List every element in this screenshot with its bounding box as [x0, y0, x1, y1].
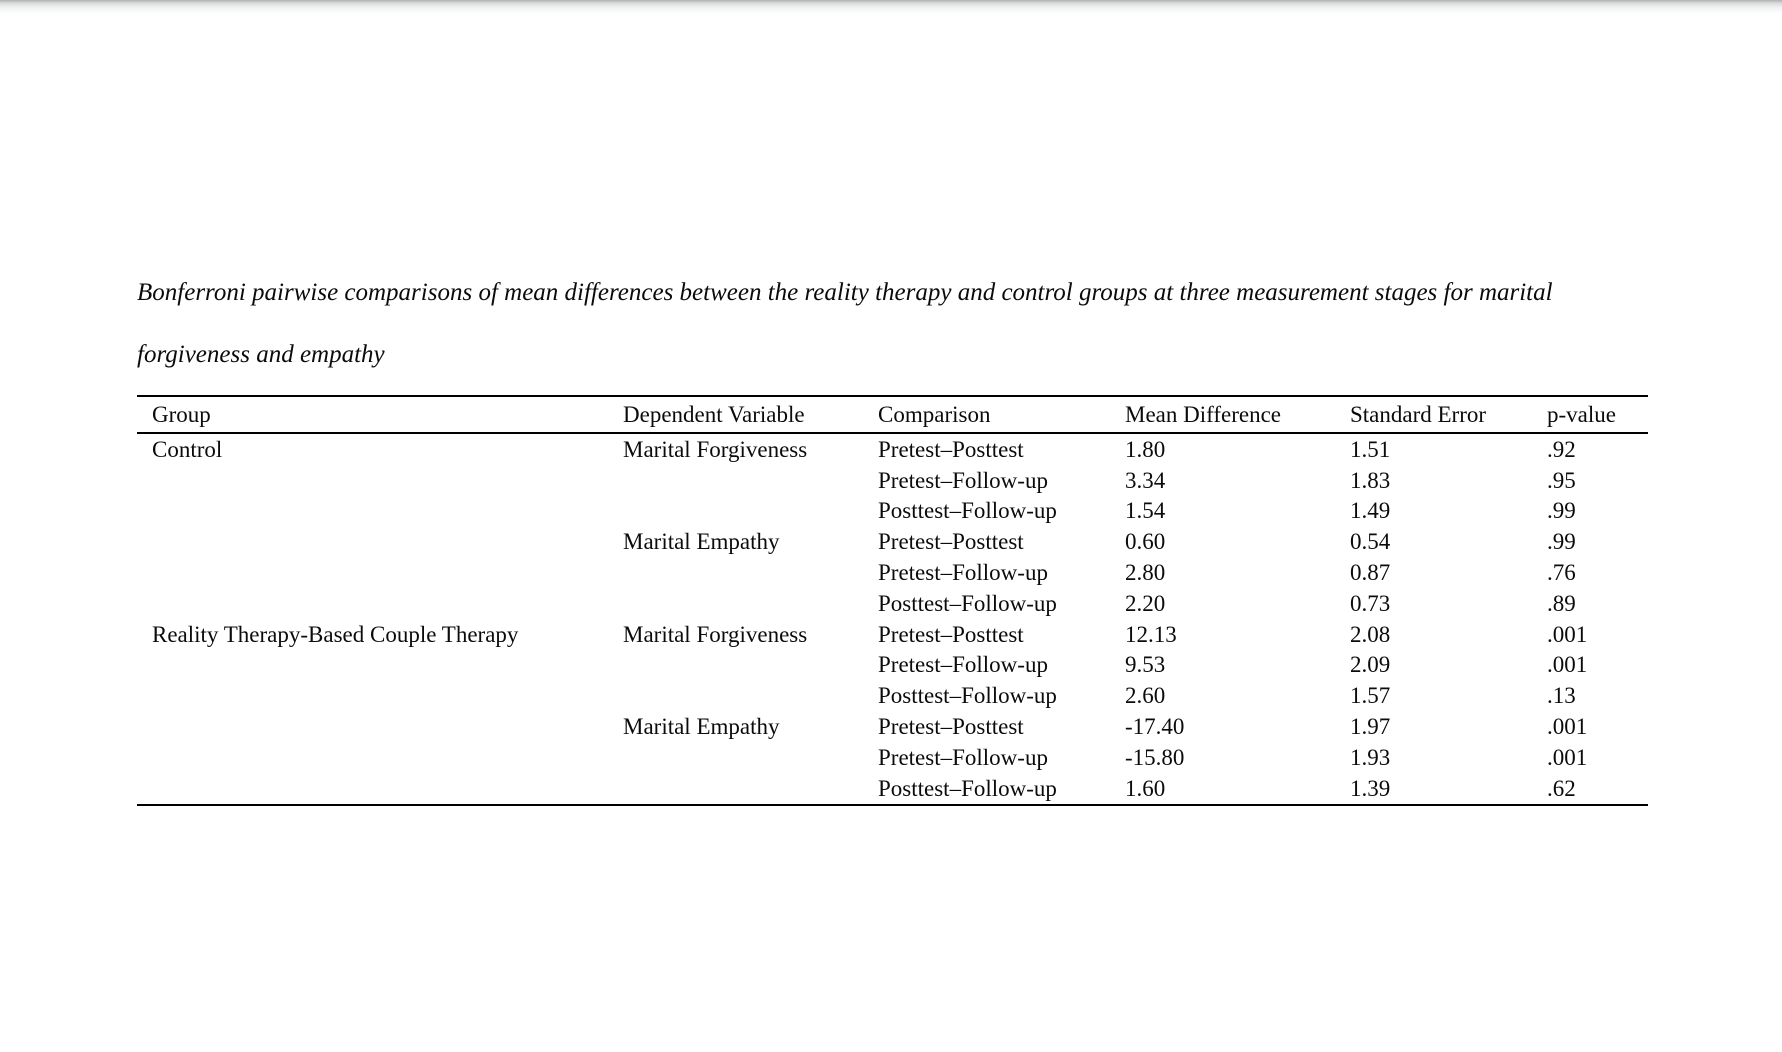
table-caption-line-1: Bonferroni pairwise comparisons of mean … — [137, 279, 1553, 306]
p-value-cell: .92 — [1547, 436, 1576, 462]
table-row: Posttest–Follow-up 1.54 1.49 .99 — [137, 496, 1648, 527]
p-value-cell: .76 — [1547, 560, 1576, 586]
table-row: Pretest–Follow-up 2.80 0.87 .76 — [137, 557, 1648, 588]
comparison-cell: Pretest–Posttest — [878, 714, 1024, 740]
mean-difference-cell: 9.53 — [1125, 652, 1166, 678]
column-header-group: Group — [152, 402, 211, 427]
table-row: Marital Empathy Pretest–Posttest -17.40 … — [137, 711, 1648, 742]
column-header-dependent-variable: Dependent Variable — [623, 402, 805, 427]
p-value-cell: .001 — [1547, 621, 1588, 647]
mean-difference-cell: 1.80 — [1125, 436, 1166, 462]
table-row: Posttest–Follow-up 2.60 1.57 .13 — [137, 680, 1648, 711]
dependent-variable-cell: Marital Forgiveness — [623, 436, 808, 462]
table-header-row: Group Dependent Variable Comparison Mean… — [137, 397, 1648, 434]
standard-error-cell: 0.73 — [1350, 590, 1391, 616]
mean-difference-cell: 2.20 — [1125, 590, 1166, 616]
p-value-cell: .13 — [1547, 683, 1576, 709]
mean-difference-cell: -17.40 — [1125, 714, 1185, 740]
column-header-p-value: p-value — [1547, 402, 1616, 427]
mean-difference-cell: 0.60 — [1125, 529, 1166, 555]
p-value-cell: .99 — [1547, 498, 1576, 524]
standard-error-cell: 2.08 — [1350, 621, 1391, 647]
mean-difference-cell: 3.34 — [1125, 467, 1166, 493]
page-top-edge-shadow — [0, 0, 1782, 14]
standard-error-cell: 1.83 — [1350, 467, 1391, 493]
table-row: Control Marital Forgiveness Pretest–Post… — [137, 434, 1648, 465]
table-row: Pretest–Follow-up 3.34 1.83 .95 — [137, 465, 1648, 496]
p-value-cell: .95 — [1547, 467, 1576, 493]
comparison-cell: Posttest–Follow-up — [878, 498, 1057, 524]
mean-difference-cell: 1.54 — [1125, 498, 1166, 524]
table-row: Posttest–Follow-up 2.20 0.73 .89 — [137, 588, 1648, 619]
standard-error-cell: 1.57 — [1350, 683, 1391, 709]
p-value-cell: .99 — [1547, 529, 1576, 555]
standard-error-cell: 0.54 — [1350, 529, 1391, 555]
group-cell: Control — [152, 436, 223, 462]
comparison-cell: Pretest–Posttest — [878, 436, 1024, 462]
mean-difference-cell: 12.13 — [1125, 621, 1177, 647]
standard-error-cell: 2.09 — [1350, 652, 1391, 678]
table-caption: Bonferroni pairwise comparisons of mean … — [137, 262, 1697, 386]
standard-error-cell: 1.97 — [1350, 714, 1391, 740]
comparison-cell: Posttest–Follow-up — [878, 590, 1057, 616]
table-row: Pretest–Follow-up 9.53 2.09 .001 — [137, 650, 1648, 681]
table-row: Marital Empathy Pretest–Posttest 0.60 0.… — [137, 526, 1648, 557]
dependent-variable-cell: Marital Empathy — [623, 529, 780, 555]
p-value-cell: .62 — [1547, 775, 1576, 801]
mean-difference-cell: 2.60 — [1125, 683, 1166, 709]
column-header-standard-error: Standard Error — [1350, 402, 1487, 427]
mean-difference-cell: 1.60 — [1125, 775, 1166, 801]
table-row: Pretest–Follow-up -15.80 1.93 .001 — [137, 742, 1648, 773]
mean-difference-cell: 2.80 — [1125, 560, 1166, 586]
comparison-cell: Pretest–Posttest — [878, 529, 1024, 555]
group-cell: Reality Therapy-Based Couple Therapy — [152, 621, 519, 647]
p-value-cell: .001 — [1547, 714, 1588, 740]
table-row: Reality Therapy-Based Couple Therapy Mar… — [137, 619, 1648, 650]
standard-error-cell: 1.39 — [1350, 775, 1391, 801]
comparison-cell: Posttest–Follow-up — [878, 683, 1057, 709]
mean-difference-cell: -15.80 — [1125, 744, 1185, 770]
dependent-variable-cell: Marital Empathy — [623, 714, 780, 740]
column-header-mean-difference: Mean Difference — [1125, 402, 1282, 427]
comparison-cell: Pretest–Follow-up — [878, 560, 1048, 586]
comparison-cell: Pretest–Posttest — [878, 621, 1024, 647]
table-row: Posttest–Follow-up 1.60 1.39 .62 — [137, 773, 1648, 804]
statistics-table: Group Dependent Variable Comparison Mean… — [137, 395, 1648, 806]
p-value-cell: .001 — [1547, 744, 1588, 770]
standard-error-cell: 1.93 — [1350, 744, 1391, 770]
standard-error-cell: 1.51 — [1350, 436, 1391, 462]
standard-error-cell: 1.49 — [1350, 498, 1391, 524]
dependent-variable-cell: Marital Forgiveness — [623, 621, 808, 647]
p-value-cell: .89 — [1547, 590, 1576, 616]
comparison-cell: Pretest–Follow-up — [878, 467, 1048, 493]
p-value-cell: .001 — [1547, 652, 1588, 678]
table-caption-line-2: forgiveness and empathy — [137, 341, 385, 368]
column-header-comparison: Comparison — [878, 402, 991, 427]
standard-error-cell: 0.87 — [1350, 560, 1391, 586]
comparison-cell: Pretest–Follow-up — [878, 652, 1048, 678]
comparison-cell: Pretest–Follow-up — [878, 744, 1048, 770]
comparison-cell: Posttest–Follow-up — [878, 775, 1057, 801]
